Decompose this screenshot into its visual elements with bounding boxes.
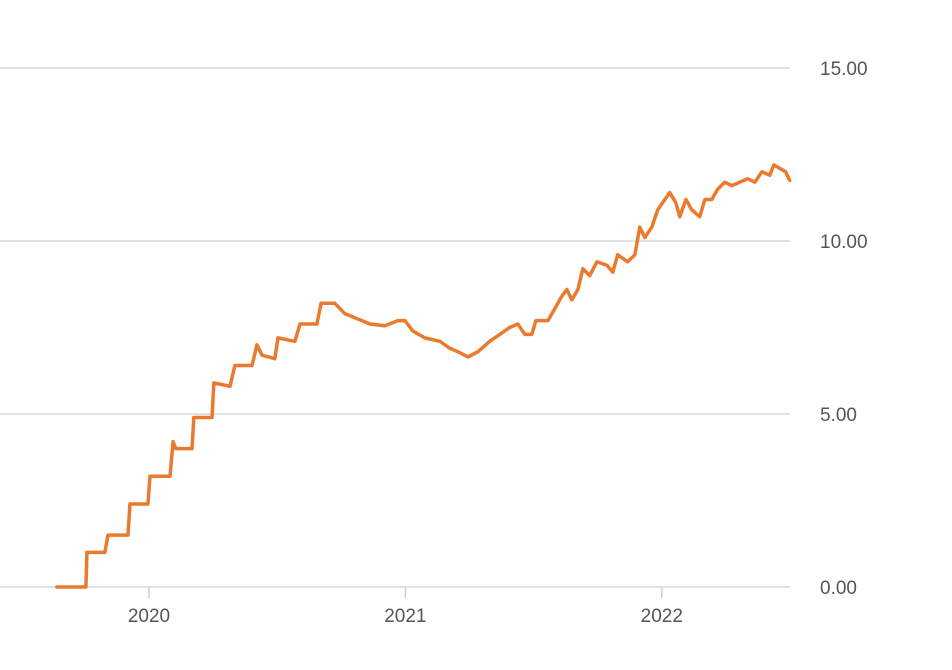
x-tick-label: 2021 — [384, 606, 426, 627]
y-tick-label: 5.00 — [820, 405, 857, 426]
y-tick-label: 0.00 — [820, 578, 857, 599]
y-tick-label: 10.00 — [820, 232, 868, 253]
x-tick-label: 2022 — [641, 606, 683, 627]
y-tick-label: 15.00 — [820, 59, 868, 80]
line — [55, 163, 792, 589]
x-tick-label: 2020 — [128, 606, 170, 627]
